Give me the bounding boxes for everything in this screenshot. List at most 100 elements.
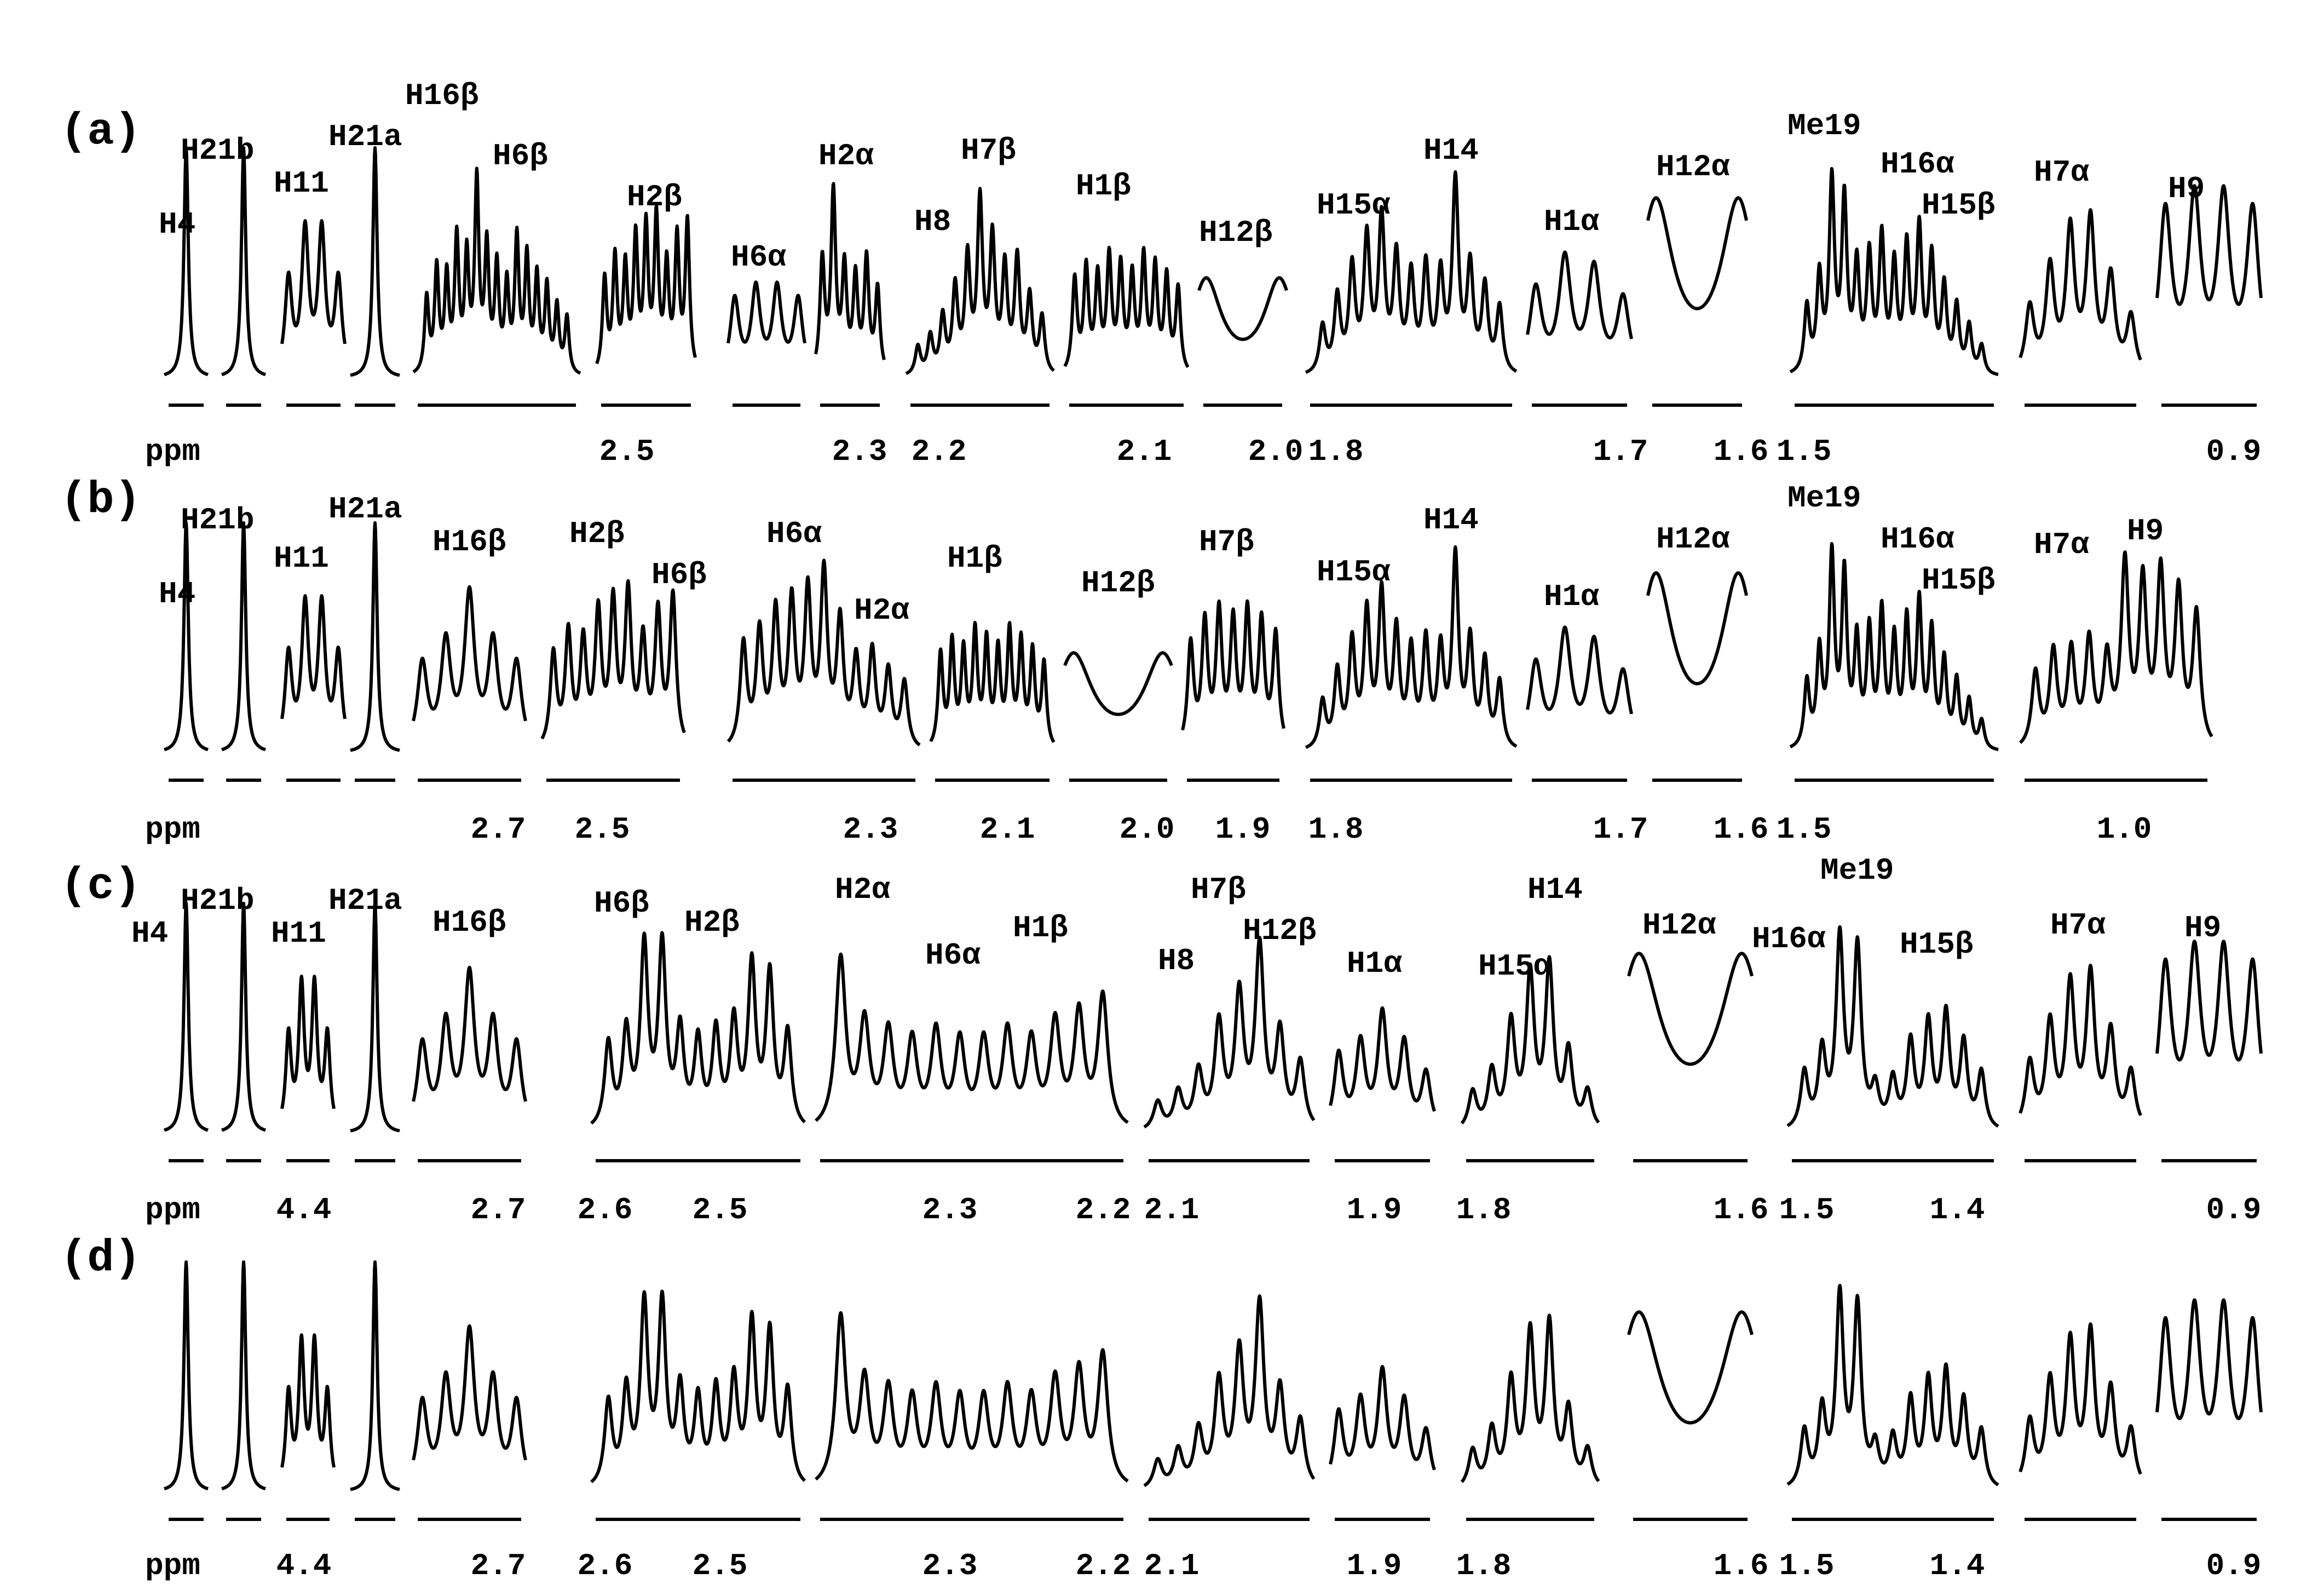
peak-assignment-label: Me19 — [1820, 853, 1894, 888]
peak-assignment-label: H12β — [1199, 215, 1272, 250]
ppm-tick-label: 2.5 — [575, 812, 630, 847]
peak-assignment-label: H14 — [1527, 872, 1583, 907]
ppm-tick-label: 2.2 — [912, 434, 967, 469]
spectrum-trace — [280, 594, 347, 719]
ppm-tick-label: 1.6 — [1714, 434, 1769, 469]
spectrum-trace — [220, 1260, 267, 1491]
peak-assignment-label: H7α — [2034, 527, 2089, 562]
ppm-tick-label: 1.7 — [1593, 434, 1648, 469]
spectrum-trace — [2019, 1322, 2142, 1475]
peak-assignment-label: H7β — [961, 133, 1016, 168]
spectrum-trace — [814, 182, 886, 360]
spectrum-trace — [1646, 196, 1748, 310]
ppm-tick-label: 4.4 — [276, 1192, 332, 1228]
panel-letter: (a) — [60, 106, 141, 157]
spectrum-trace — [220, 902, 267, 1132]
peak-assignment-label: H16β — [433, 905, 506, 940]
ppm-tick-label: 2.5 — [599, 434, 655, 469]
spectrum-trace — [1181, 599, 1285, 731]
ppm-tick-label: 2.6 — [578, 1548, 633, 1583]
ppm-tick-label: 2.0 — [1248, 434, 1304, 469]
ppm-tick-label: 2.2 — [1076, 1192, 1131, 1228]
spectrum-trace — [1526, 250, 1633, 339]
peak-assignment-label: H21b — [181, 503, 254, 538]
ppm-tick-label: 0.9 — [2206, 434, 2262, 469]
peak-assignment-label: H11 — [274, 541, 329, 576]
spectrum-trace — [1646, 571, 1748, 685]
spectrum-trace — [163, 521, 210, 752]
spectrum-trace — [595, 204, 697, 365]
spectrum-trace — [349, 1260, 401, 1491]
ppm-tick-label: 1.8 — [1456, 1192, 1512, 1228]
spectrum-trace — [2155, 940, 2263, 1062]
spectrum-trace — [1304, 545, 1518, 749]
ppm-tick-label: 1.6 — [1714, 1548, 1769, 1583]
ppm-tick-label: 1.5 — [1779, 1192, 1835, 1228]
ppm-tick-label: 1.0 — [2097, 812, 2152, 847]
ppm-tick-label: 0.9 — [2206, 1192, 2262, 1228]
panel-letter: (c) — [60, 861, 141, 912]
spectrum-trace — [163, 902, 210, 1132]
peak-assignment-label: H15α — [1478, 949, 1552, 984]
ppm-axis-label: ppm — [145, 434, 200, 469]
spectrum-trace — [2155, 1298, 2263, 1420]
peak-assignment-label: H12α — [1656, 522, 1730, 557]
spectrum-trace — [1627, 1310, 1754, 1425]
peak-assignment-label: H15β — [1900, 927, 1973, 962]
peak-assignment-label: H2α — [854, 593, 909, 628]
ppm-tick-label: 2.0 — [1120, 812, 1175, 847]
spectrum-trace — [1063, 651, 1173, 716]
peak-assignment-label: H6α — [925, 938, 981, 973]
peak-assignment-label: H9 — [2127, 514, 2164, 549]
ppm-tick-label: 1.8 — [1456, 1548, 1512, 1583]
ppm-tick-label: 1.4 — [1930, 1548, 1985, 1583]
peak-assignment-label: H12α — [1656, 149, 1730, 185]
peak-assignment-label: H14 — [1423, 133, 1479, 168]
spectrum-trace — [1304, 170, 1518, 374]
peak-assignment-label: H2β — [627, 180, 682, 215]
text-layer: (a)ppmH4H21bH11H21aH16βH6β2.5H2βH6α2.3H2… — [60, 78, 2261, 1583]
spectrum-trace — [726, 280, 806, 344]
baseline-layer — [169, 404, 2257, 1521]
ppm-tick-label: 1.7 — [1593, 812, 1648, 847]
spectrum-trace — [2019, 550, 2213, 744]
spectrum-trace — [1143, 936, 1316, 1128]
peak-assignment-label: H6β — [493, 139, 548, 174]
spectrum-trace — [349, 521, 401, 752]
ppm-tick-label: 2.1 — [980, 812, 1035, 847]
peak-assignment-label: H21b — [181, 883, 254, 918]
spectrum-trace — [1526, 625, 1633, 715]
spectrum-trace — [590, 1289, 806, 1483]
ppm-tick-label: 2.1 — [1117, 434, 1172, 469]
spectrum-trace — [1627, 952, 1754, 1066]
peak-assignment-label: H2β — [684, 905, 740, 940]
peak-assignment-label: H4 — [159, 577, 195, 612]
spectrum-trace — [280, 975, 336, 1109]
ppm-tick-label: 0.9 — [2206, 1548, 2262, 1583]
ppm-tick-label: 1.5 — [1777, 434, 1832, 469]
spectrum-trace — [1460, 955, 1600, 1125]
spectrum-trace — [280, 219, 347, 344]
peak-assignment-label: H1β — [1013, 911, 1068, 946]
ppm-tick-label: 2.7 — [471, 812, 526, 847]
ppm-tick-label: 1.8 — [1308, 434, 1364, 469]
peak-assignment-label: H16β — [405, 78, 478, 113]
spectrum-trace — [1460, 1313, 1600, 1483]
peak-assignment-label: H8 — [914, 204, 951, 239]
peak-assignment-label: H21a — [328, 883, 402, 918]
ppm-tick-label: 2.1 — [1144, 1192, 1200, 1228]
trace-layer — [163, 146, 2263, 1491]
spectrum-trace — [1789, 542, 2000, 751]
peak-assignment-label: H2β — [569, 516, 625, 551]
peak-assignment-label: H21a — [328, 119, 402, 154]
spectrum-trace — [1143, 1294, 1316, 1487]
spectrum-trace — [220, 521, 267, 752]
peak-assignment-label: H12β — [1081, 566, 1155, 601]
spectrum-trace — [1197, 276, 1288, 341]
peak-assignment-label: H1β — [947, 541, 1002, 576]
spectrum-trace — [412, 1324, 527, 1461]
peak-assignment-label: Me19 — [1787, 481, 1861, 516]
peak-assignment-label: H2α — [835, 872, 890, 907]
panel-letter: (b) — [60, 475, 141, 526]
